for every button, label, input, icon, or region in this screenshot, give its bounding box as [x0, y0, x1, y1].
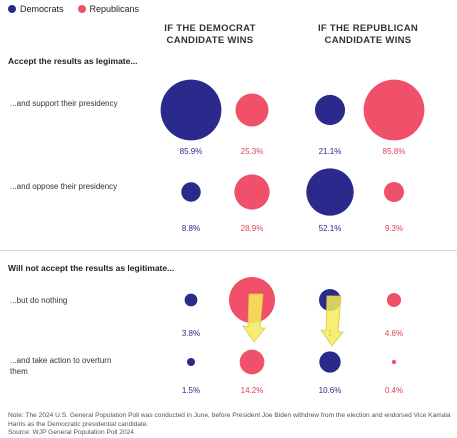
annotation-arrow-dem-wins — [242, 293, 266, 343]
row-label-oppose: ...and oppose their presidency — [10, 182, 118, 191]
legend-item-republicans: Republicans — [77, 4, 140, 14]
legend-item-democrats: Democrats — [8, 4, 64, 14]
legend: Democrats Republicans — [8, 4, 139, 14]
bubble-democrats-dem-wins-row1 — [160, 79, 222, 141]
row-label-take-action: ...and take action to overturn them — [10, 356, 112, 376]
column-header-republican-wins: IF THE REPUBLICAN CANDIDATE WINS — [317, 23, 419, 46]
value-label-republicans-dem-wins-row1: 25.3% — [241, 147, 264, 156]
value-label-republicans-rep-wins-row3: 4.6% — [385, 329, 403, 338]
value-label-democrats-dem-wins-row1: 85.9% — [180, 147, 203, 156]
bubble-democrats-rep-wins-row4 — [319, 351, 341, 373]
bubble-republicans-rep-wins-row2 — [383, 181, 405, 203]
note-text: Note: The 2024 U.S. General Population P… — [8, 412, 451, 428]
bubble-republicans-rep-wins-row1 — [363, 79, 425, 141]
legend-label-republicans: Republicans — [89, 4, 140, 14]
section-divider — [0, 250, 457, 251]
column-header-democrat-wins: IF THE DEMOCRAT CANDIDATE WINS — [164, 23, 256, 46]
legend-label-democrats: Democrats — [20, 4, 64, 14]
value-label-democrats-dem-wins-row4: 1.5% — [182, 386, 200, 395]
bubble-chart: 85.9% 8.8% 3.8% 1.5% 25.3% 28.9% 14.2% 21.1% 52.… — [160, 79, 425, 395]
bubble-democrats-rep-wins-row1 — [314, 94, 346, 126]
value-label-democrats-dem-wins-row3: 3.8% — [182, 329, 200, 338]
bubble-republicans-dem-wins-row2 — [234, 174, 270, 210]
section-heading-not-accept: Will not accept the results as legitimat… — [8, 263, 175, 273]
row-label-support: ...and support their presidency — [10, 99, 118, 108]
bubble-republicans-rep-wins-row3 — [386, 292, 402, 308]
value-label-republicans-dem-wins-row4: 14.2% — [241, 386, 264, 395]
bubble-democrats-dem-wins-row2 — [181, 182, 201, 202]
source-text: Source: WJP General Population Poll 2024 — [8, 429, 134, 436]
bubble-democrats-dem-wins-row3 — [184, 293, 198, 307]
annotation-arrow-rep-wins — [320, 295, 344, 347]
bubble-democrats-dem-wins-row4 — [186, 357, 196, 367]
bubble-republicans-dem-wins-row4 — [239, 349, 265, 375]
section-heading-accept: Accept the results as legimate... — [8, 56, 138, 66]
bubble-republicans-dem-wins-row1 — [235, 93, 269, 127]
democrats-swatch-icon — [8, 5, 16, 13]
value-label-republicans-dem-wins-row2: 28.9% — [241, 224, 264, 233]
row-label-do-nothing: ...but do nothing — [10, 296, 68, 305]
republicans-swatch-icon — [77, 5, 86, 13]
value-label-republicans-rep-wins-row4: 0.4% — [385, 386, 403, 395]
bubble-republicans-rep-wins-row4 — [391, 359, 397, 365]
value-label-democrats-rep-wins-row2: 52.1% — [319, 224, 342, 233]
value-label-democrats-rep-wins-row4: 10.6% — [319, 386, 342, 395]
footnote: Note: The 2024 U.S. General Population P… — [8, 412, 457, 438]
bubble-democrats-rep-wins-row2 — [306, 168, 354, 216]
value-label-democrats-dem-wins-row2: 8.8% — [182, 224, 200, 233]
value-label-democrats-rep-wins-row1: 21.1% — [319, 147, 342, 156]
value-label-republicans-rep-wins-row2: 9.3% — [385, 224, 403, 233]
value-label-republicans-rep-wins-row1: 85.8% — [383, 147, 406, 156]
